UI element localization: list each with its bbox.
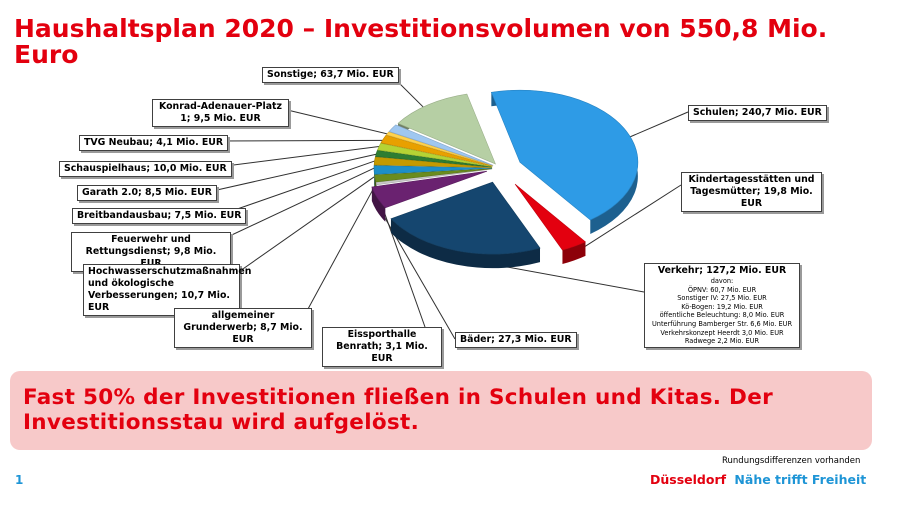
callout-kita: Kindertagesstätten und Tagesmütter; 19,8… (681, 172, 822, 212)
pie-slice-side-b-der (371, 186, 386, 222)
leader-line-allgemeiner-grunderwerb (301, 185, 376, 321)
callout-schulen: Schulen; 240,7 Mio. EUR (688, 105, 827, 121)
verkehr-item: Unterführung Bamberger Str. 6,6 Mio. EUR (651, 319, 793, 328)
brand-city: Düsseldorf (650, 472, 727, 487)
leader-line-garath-2-0 (207, 153, 380, 193)
leader-line-breitbandausbau (222, 159, 377, 215)
callout-konrad-adenauer-platz: Konrad-Adenauer-Platz 1; 9,5 Mio. EUR (152, 99, 289, 127)
pie-slice-side-kindertagesst-tten-und-tagesm-tter (562, 241, 586, 265)
pie-slice-eissporthalle-benrath (375, 168, 493, 186)
callout-grunderwerb: allgemeiner Grunderwerb; 8,7 Mio. EUR (174, 308, 312, 348)
pie-slice-verkehr (390, 181, 541, 255)
verkehr-item: Verkehrskonzept Heerdt 3,0 Mio. EUR (660, 328, 784, 337)
callout-tvg-neubau: TVG Neubau; 4,1 Mio. EUR (79, 135, 229, 151)
callout-eissport-text: Eissporthalle Benrath; 3,1 Mio. EUR (336, 329, 428, 364)
pie-slice-b-der (371, 170, 488, 209)
callout-eissporthalle: Eissporthalle Benrath; 3,1 Mio. EUR (322, 327, 442, 367)
pie-slice-side-verkehr (390, 218, 541, 269)
callout-garath: Garath 2.0; 8,5 Mio. EUR (77, 185, 217, 201)
callout-grunderwerb-text: allgemeiner Grunderwerb; 8,7 Mio. EUR (183, 310, 303, 345)
verkehr-davon: davon: (710, 277, 734, 285)
pie-slice-breitbandausbau (375, 150, 493, 168)
leader-line-tvg-neubau (214, 139, 388, 142)
callout-hochwasserschutz: Hochwasserschutzmaßnahmen und ökologisch… (83, 264, 251, 316)
callout-verkehr: Verkehr; 127,2 Mio. EUR davon: ÖPNV: 60,… (644, 263, 800, 348)
callout-kita-text: Kindertagesstätten und Tagesmütter; 19,8… (688, 174, 815, 209)
pie-slice-schulen (490, 89, 639, 221)
pie-slice-kindertagesst-tten-und-tagesm-tter (514, 183, 587, 251)
leader-line-schulen (626, 111, 689, 139)
callout-hochwasser-text: Hochwasserschutzmaßnahmen und ökologisch… (88, 266, 252, 313)
verkehr-item: Kö-Bogen: 19,2 Mio. EUR (681, 302, 763, 311)
pie-slice-allgemeiner-grunderwerb (374, 168, 493, 183)
page-number: 1 (15, 473, 24, 487)
verkehr-item: ÖPNV: 60,7 Mio. EUR (687, 285, 757, 294)
pie-slice-schauspielhaus (380, 134, 493, 167)
leader-line-konrad-adenauer-platz-1 (278, 107, 393, 136)
pie-slice-hochwasserschutzma-nahmen-und-kologische-verbesserungen (373, 165, 493, 175)
leader-line-kindertagesst-tten-und-tagesm-tter (574, 184, 682, 254)
callout-schauspielhaus: Schauspielhaus; 10,0 Mio. EUR (59, 161, 232, 177)
summary-banner-text: Fast 50% der Investitionen fließen in Sc… (23, 385, 773, 435)
pie-slice-konrad-adenauer-platz-1 (388, 124, 494, 166)
pie-slice-tvg-neubau (385, 131, 493, 167)
verkehr-item: Sonstiger IV: 27,5 Mio. EUR (677, 294, 767, 303)
callout-verkehr-heading: Verkehr; 127,2 Mio. EUR (657, 265, 787, 276)
slide-title: Haushaltsplan 2020 – Investitionsvolumen… (14, 14, 828, 69)
callout-breitbandausbau: Breitbandausbau; 7,5 Mio. EUR (72, 208, 247, 224)
callout-sonstige: Sonstige; 63,7 Mio. EUR (262, 67, 399, 83)
leader-line-feuerwehr-und-rettungsdienst (220, 167, 375, 241)
callout-konrad-text: Konrad-Adenauer-Platz 1; 9,5 Mio. EUR (159, 101, 282, 124)
verkehr-item: Radwege 2,2 Mio. EUR (684, 337, 760, 346)
verkehr-item: öffentliche Beleuchtung: 8,0 Mio. EUR (659, 311, 785, 320)
pie-slices (371, 89, 639, 269)
callout-feuerwehr-text: Feuerwehr und Rettungsdienst; 9,8 Mio. E… (85, 234, 217, 269)
rounding-footnote: Rundungsdifferenzen vorhanden (722, 456, 861, 466)
leader-line-hochwasserschutzma-nahmen-und-kologische-verbesserungen (229, 176, 375, 279)
brand-claim: Nähe trifft Freiheit (734, 472, 867, 487)
pie-slice-feuerwehr-und-rettungsdienst (373, 156, 493, 168)
pie-slice-garath-2-0 (377, 142, 493, 167)
callout-baeder: Bäder; 27,3 Mio. EUR (455, 332, 577, 348)
brand-logo: Düsseldorf Nähe trifft Freiheit (650, 472, 866, 487)
summary-banner (10, 371, 872, 450)
leader-line-schauspielhaus (209, 145, 384, 169)
pie-slice-sonstige (397, 93, 496, 165)
leader-line-b-der (376, 204, 456, 340)
